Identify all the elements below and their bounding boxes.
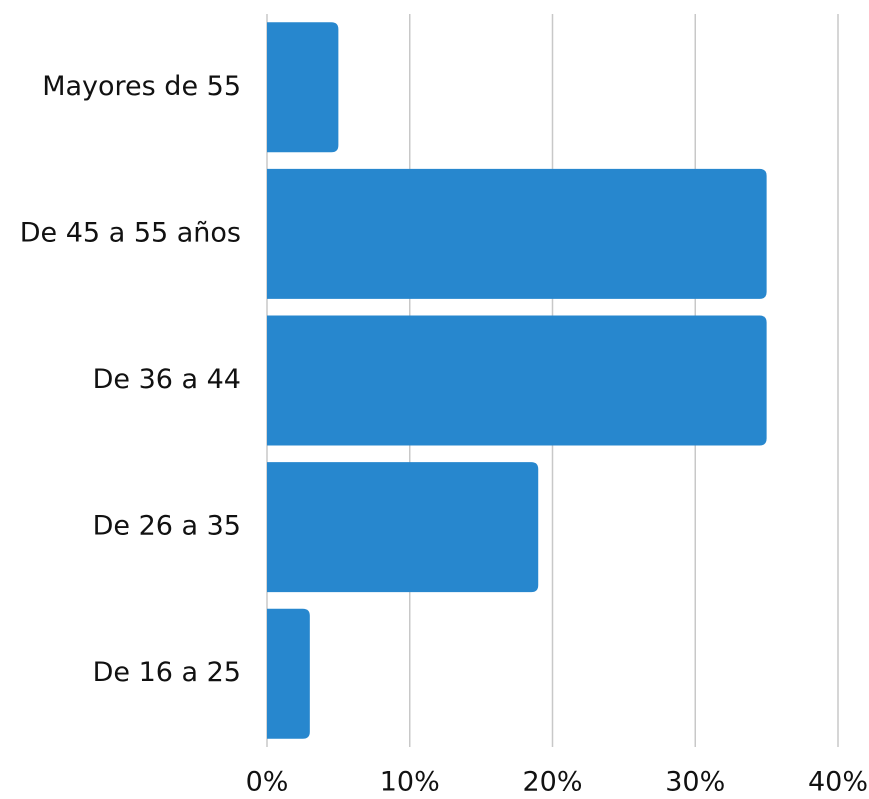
x-tick-label: 10%: [380, 767, 440, 798]
bar-de-45-a-55-años: [267, 168, 767, 299]
bar-de-36-a-44: [267, 315, 767, 446]
category-label: De 26 a 35: [93, 511, 241, 542]
category-labels: Mayores de 55 De 45 a 55 años De 36 a 44 De…: [20, 71, 241, 688]
x-axis-tick-labels: 0% 10% 20% 30% 40%: [246, 767, 868, 798]
x-tick-label: 0%: [246, 767, 289, 798]
bar-de-26-a-35: [267, 462, 539, 593]
bars: [267, 22, 767, 739]
category-label: De 16 a 25: [93, 657, 241, 688]
category-label: Mayores de 55: [42, 71, 241, 102]
x-tick-label: 40%: [808, 767, 868, 798]
x-tick-label: 30%: [665, 767, 725, 798]
x-tick-label: 20%: [522, 767, 582, 798]
category-label: De 45 a 55 años: [20, 217, 241, 248]
bar-de-16-a-25: [267, 608, 310, 739]
bar-mayores-de-55: [267, 22, 339, 153]
category-label: De 36 a 44: [93, 364, 241, 395]
